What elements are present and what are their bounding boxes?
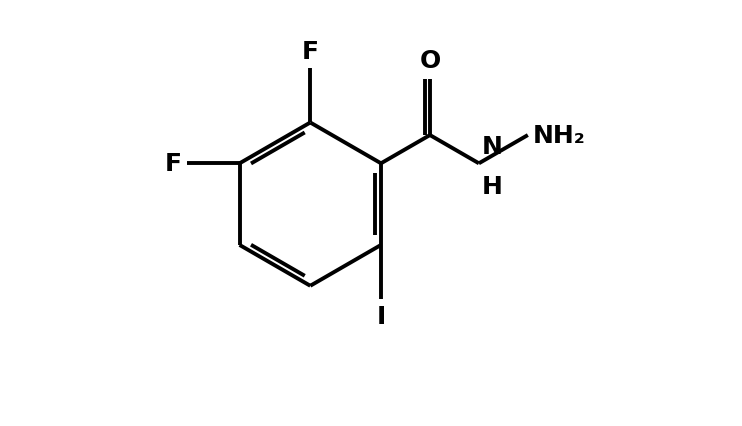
Text: I: I xyxy=(376,305,386,328)
Text: O: O xyxy=(419,49,441,73)
Text: F: F xyxy=(165,152,183,176)
Text: F: F xyxy=(302,40,319,64)
Text: NH₂: NH₂ xyxy=(533,124,585,148)
Text: H: H xyxy=(482,174,503,199)
Text: N: N xyxy=(482,135,503,159)
